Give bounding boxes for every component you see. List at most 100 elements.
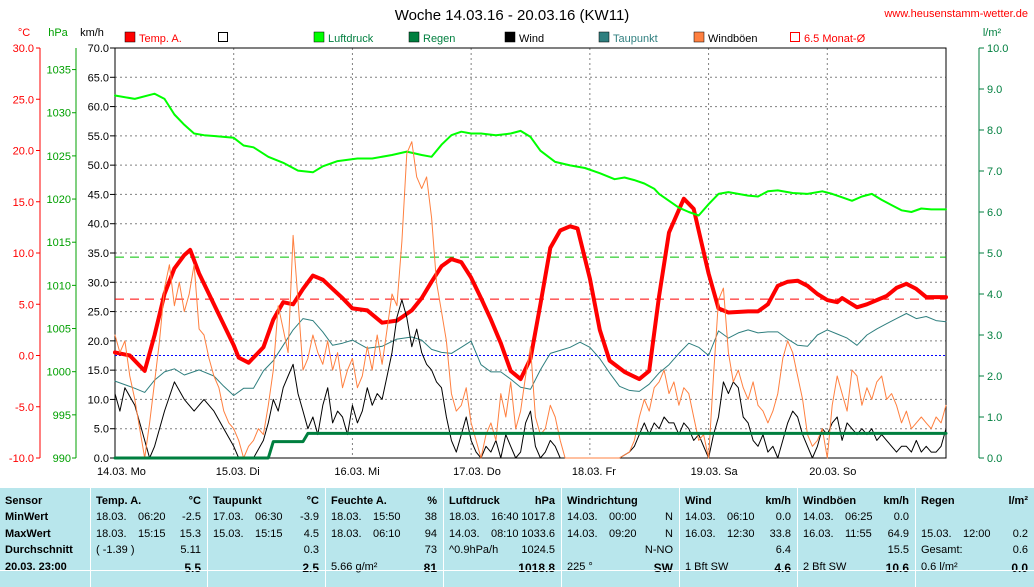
- speed-tick-label: 35.0: [88, 248, 109, 260]
- day-label: 16.03. Mi: [334, 466, 379, 478]
- stats-cell-date: 14.03.: [567, 527, 598, 540]
- stats-header: Temp. A. °C: [91, 494, 207, 510]
- speed-tick-label: 15.0: [88, 365, 109, 377]
- day-label: 17.03. Do: [453, 466, 501, 478]
- stats-row: 18.03. 15:15 15.3: [91, 527, 207, 543]
- stats-cell-value: 0.2: [1012, 527, 1028, 540]
- stats-cell-time: 06:10: [727, 511, 755, 523]
- website-link[interactable]: www.heusenstamm-wetter.de: [883, 8, 1028, 20]
- stats-cell-date: Gesamt:: [921, 544, 963, 556]
- stats-row: ^0.9hPa/h 1024.5: [444, 543, 561, 559]
- stats-cell-date: ( -1.39 ): [96, 544, 135, 556]
- stats-header-unit: hPa: [534, 495, 555, 507]
- stats-cell-value: 1024.5: [521, 544, 555, 556]
- stats-column: Luftdruck hPa 18.03. 16:40 1017.8 14.03. 08:10…: [443, 488, 561, 587]
- stats-cell-value: 15.5: [887, 544, 909, 556]
- stats-cell-time: 06:20: [138, 511, 166, 523]
- rain-tick-label: 8.0: [987, 125, 1002, 137]
- rain-tick-label: 3.0: [987, 330, 1002, 342]
- speed-tick-label: 25.0: [88, 307, 109, 319]
- series-line-wind: [114, 299, 947, 459]
- stats-cell-value: -2.5: [182, 511, 201, 523]
- stats-header: Windrichtung: [562, 494, 679, 510]
- stats-row: 5.66 g/m² 81: [326, 560, 443, 576]
- stats-row: MinWert: [0, 510, 90, 526]
- speed-tick-label: 5.0: [94, 424, 109, 436]
- speed-tick-label: 0.0: [94, 453, 109, 465]
- temp-tick-label: 20.0: [13, 146, 34, 158]
- series-line-luftdruck: [114, 92, 947, 217]
- stats-cell-date: MaxWert: [5, 527, 51, 540]
- stats-row: 5.5: [91, 560, 207, 576]
- stats-cell-date: 16.03.: [803, 527, 834, 540]
- legend-swatch: [124, 31, 136, 43]
- rain-tick-label: 0.0: [987, 453, 1002, 465]
- stats-cell-date: 18.03.: [331, 511, 362, 523]
- stats-header: Taupunkt °C: [208, 494, 325, 510]
- stats-column: Wind km/h 14.03. 06:10 0.0 16.03. 12:30 33.8 6.4…: [679, 488, 797, 587]
- stats-cell-date: 14.03.: [449, 527, 480, 540]
- stats-cell-value: 0.3: [303, 544, 319, 556]
- legend-swatch: [313, 31, 325, 43]
- speed-tick-label: 40.0: [88, 219, 109, 231]
- legend-swatch: [218, 32, 228, 42]
- rain-tick-label: 10.0: [987, 43, 1008, 55]
- stats-cell-time: 06:10: [373, 527, 401, 540]
- stats-cell-value: N: [665, 511, 673, 523]
- pressure-tick-label: 1035: [47, 65, 71, 77]
- stats-header: Luftdruck hPa: [444, 494, 561, 510]
- pressure-unit-label: hPa: [48, 27, 68, 39]
- stats-header-unit: km/h: [883, 495, 909, 507]
- stats-row: 18.03. 15:50 38: [326, 510, 443, 526]
- stats-header-unit: l/m²: [1008, 495, 1028, 507]
- stats-cell-value: 38: [424, 511, 437, 523]
- day-label: 20.03. So: [809, 466, 856, 478]
- stats-row: 15.03. 15:15 4.5: [208, 527, 325, 543]
- stats-cell-date: 17.03.: [213, 511, 244, 523]
- stats-header-label: Windböen: [803, 495, 857, 507]
- stats-header-label: Luftdruck: [449, 495, 500, 507]
- legend-label: 6.5 Monat-Ø: [804, 33, 866, 45]
- day-label: 19.03. Sa: [691, 466, 739, 478]
- stats-row: 225 ° SW: [562, 560, 679, 576]
- rain-tick-label: 7.0: [987, 166, 1002, 178]
- legend-label: Regen: [423, 33, 455, 45]
- stats-column: Temp. A. °C 18.03. 06:20 -2.5 18.03. 15:15 15.3…: [90, 488, 207, 587]
- series-line-taupunkt: [114, 313, 947, 396]
- speed-tick-label: 30.0: [88, 277, 109, 289]
- stats-cell-date: 2 Bft SW: [803, 560, 847, 573]
- stats-cell-date: 18.03.: [449, 511, 480, 523]
- stats-cell-time: 12:00: [963, 527, 991, 540]
- stats-row: 14.03. 09:20 N: [562, 527, 679, 543]
- stats-cell-date: 18.03.: [96, 511, 127, 523]
- stats-cell-value: 4.5: [303, 527, 319, 540]
- stats-cell-time: 12:30: [727, 527, 755, 540]
- chart-title: Woche 14.03.16 - 20.03.16 (KW11): [395, 7, 630, 24]
- stats-row: 15.03. 12:00 0.2: [916, 527, 1034, 543]
- stats-cell-value: 0.0: [775, 511, 791, 523]
- stats-header-unit: °C: [188, 495, 201, 507]
- rain-tick-label: 1.0: [987, 412, 1002, 424]
- legend-swatch: [408, 31, 420, 43]
- stats-header-label: Temp. A.: [96, 495, 142, 507]
- stats-row: ( -1.39 ) 5.11: [91, 543, 207, 559]
- temp-tick-label: 5.0: [19, 299, 34, 311]
- pressure-tick-label: 1005: [47, 324, 71, 336]
- legend-label: Taupunkt: [613, 33, 658, 45]
- stats-column: Sensor MinWert MaxWert Durchschnitt 20.03. 2…: [0, 488, 90, 587]
- rain-unit-label: l/m²: [983, 27, 1002, 39]
- stats-row: 2 Bft SW 10.6: [798, 560, 915, 576]
- rain-tick-label: 5.0: [987, 248, 1002, 260]
- pressure-tick-label: 1025: [47, 151, 71, 163]
- speed-unit-label: km/h: [80, 27, 104, 39]
- stats-cell-value: 0.0: [893, 511, 909, 523]
- speed-tick-label: 70.0: [88, 43, 109, 55]
- stats-header-label: Taupunkt: [213, 495, 262, 507]
- legend-swatch: [790, 32, 800, 42]
- stats-row: 15.5: [798, 543, 915, 559]
- legend-swatch: [504, 31, 516, 43]
- series-line-windb-en: [114, 141, 947, 459]
- stats-row: 73: [326, 543, 443, 559]
- stats-cell-date: 14.03.: [685, 511, 716, 523]
- legend-label: Windböen: [708, 33, 758, 45]
